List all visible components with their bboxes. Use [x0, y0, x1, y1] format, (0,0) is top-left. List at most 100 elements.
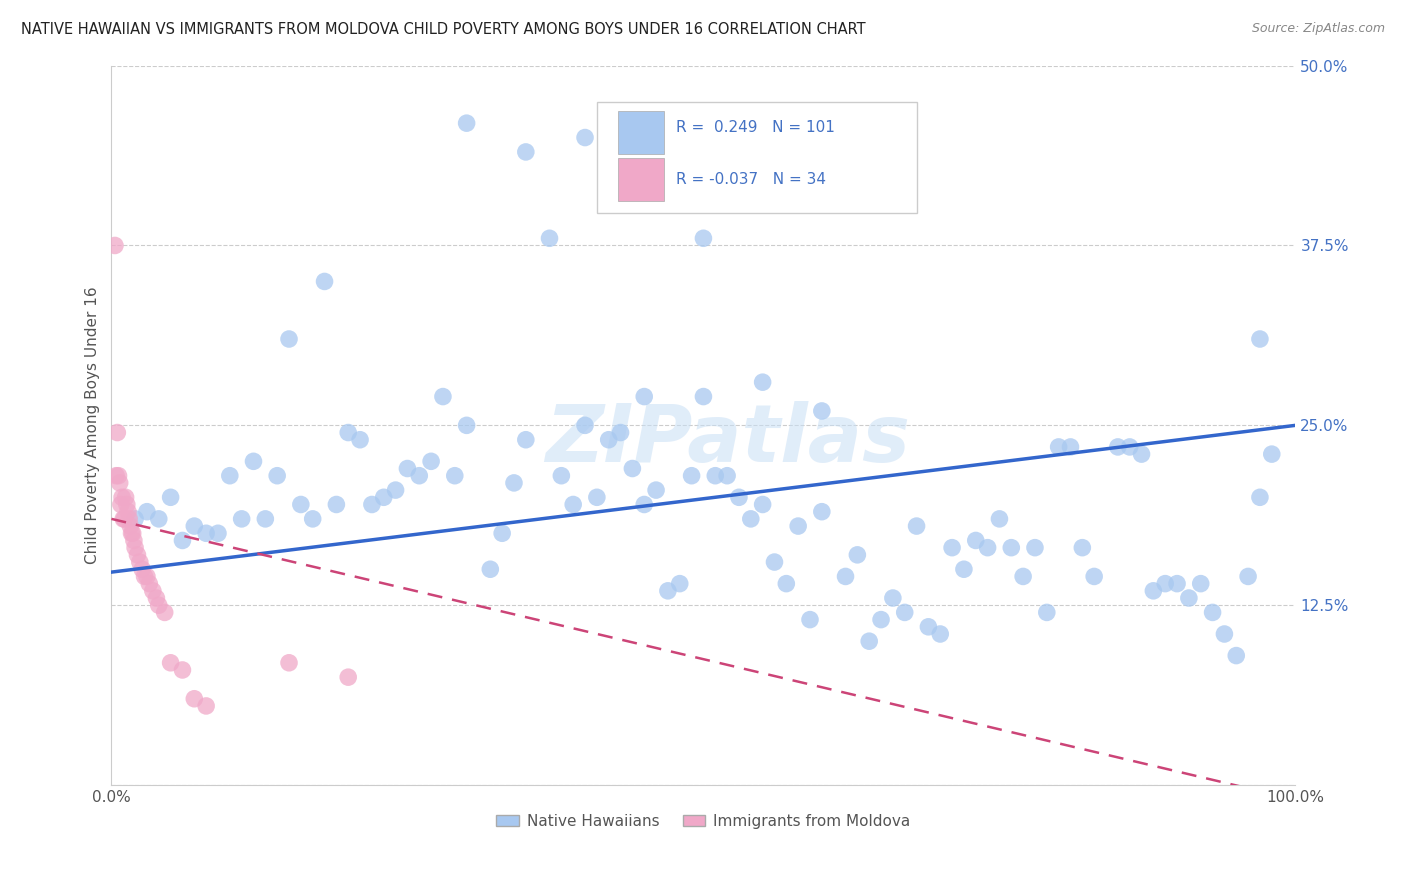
- Point: [728, 491, 751, 505]
- FancyBboxPatch shape: [619, 158, 665, 201]
- Point: [834, 569, 856, 583]
- Point: [538, 231, 561, 245]
- Point: [668, 576, 690, 591]
- Point: [145, 591, 167, 605]
- Point: [1166, 576, 1188, 591]
- Point: [112, 512, 135, 526]
- FancyBboxPatch shape: [598, 102, 917, 213]
- Point: [479, 562, 502, 576]
- Point: [893, 606, 915, 620]
- Point: [775, 576, 797, 591]
- FancyBboxPatch shape: [619, 112, 665, 153]
- Point: [134, 569, 156, 583]
- Point: [751, 375, 773, 389]
- Point: [976, 541, 998, 555]
- Point: [657, 583, 679, 598]
- Point: [337, 670, 360, 684]
- Point: [870, 613, 893, 627]
- Point: [118, 512, 141, 526]
- Point: [692, 390, 714, 404]
- Point: [114, 512, 136, 526]
- Point: [1261, 447, 1284, 461]
- Point: [965, 533, 987, 548]
- Point: [1000, 541, 1022, 555]
- Point: [122, 533, 145, 548]
- Point: [231, 512, 253, 526]
- Point: [117, 505, 139, 519]
- Point: [799, 613, 821, 627]
- Point: [349, 433, 371, 447]
- Legend: Native Hawaiians, Immigrants from Moldova: Native Hawaiians, Immigrants from Moldov…: [491, 808, 917, 835]
- Point: [105, 468, 128, 483]
- Text: NATIVE HAWAIIAN VS IMMIGRANTS FROM MOLDOVA CHILD POVERTY AMONG BOYS UNDER 16 COR: NATIVE HAWAIIAN VS IMMIGRANTS FROM MOLDO…: [21, 22, 866, 37]
- Point: [562, 498, 585, 512]
- Point: [716, 468, 738, 483]
- Point: [503, 475, 526, 490]
- Point: [1118, 440, 1140, 454]
- Point: [172, 533, 194, 548]
- Text: ZIPatlas: ZIPatlas: [544, 401, 910, 479]
- Point: [988, 512, 1011, 526]
- Point: [929, 627, 952, 641]
- Point: [1154, 576, 1177, 591]
- Point: [153, 606, 176, 620]
- Point: [420, 454, 443, 468]
- Point: [598, 433, 620, 447]
- Point: [1130, 447, 1153, 461]
- Point: [138, 576, 160, 591]
- Point: [301, 512, 323, 526]
- Point: [515, 433, 537, 447]
- Point: [633, 498, 655, 512]
- Point: [1213, 627, 1236, 641]
- Point: [195, 698, 218, 713]
- Point: [1249, 332, 1271, 346]
- Point: [917, 620, 939, 634]
- Point: [811, 404, 834, 418]
- Point: [1059, 440, 1081, 454]
- Point: [104, 238, 127, 252]
- Point: [108, 475, 131, 490]
- Point: [1142, 583, 1164, 598]
- Point: [681, 468, 703, 483]
- Point: [621, 461, 644, 475]
- Point: [136, 569, 159, 583]
- Point: [159, 491, 181, 505]
- Point: [1237, 569, 1260, 583]
- Point: [633, 390, 655, 404]
- Point: [128, 555, 150, 569]
- Point: [207, 526, 229, 541]
- Point: [609, 425, 631, 440]
- Point: [456, 116, 478, 130]
- Point: [266, 468, 288, 483]
- Point: [1024, 541, 1046, 555]
- Point: [1012, 569, 1035, 583]
- Point: [408, 468, 430, 483]
- Point: [278, 656, 301, 670]
- Point: [574, 130, 596, 145]
- Point: [114, 491, 136, 505]
- Point: [148, 598, 170, 612]
- Point: [127, 548, 149, 562]
- Point: [131, 562, 153, 576]
- Point: [107, 468, 129, 483]
- Point: [172, 663, 194, 677]
- Point: [574, 418, 596, 433]
- Point: [111, 491, 134, 505]
- Point: [121, 526, 143, 541]
- Point: [1107, 440, 1129, 454]
- Point: [1071, 541, 1094, 555]
- Point: [124, 541, 146, 555]
- Point: [1225, 648, 1247, 663]
- Point: [396, 461, 419, 475]
- Point: [325, 498, 347, 512]
- Point: [941, 541, 963, 555]
- Point: [905, 519, 928, 533]
- Point: [242, 454, 264, 468]
- Point: [124, 512, 146, 526]
- Point: [1189, 576, 1212, 591]
- Point: [115, 498, 138, 512]
- Point: [704, 468, 727, 483]
- Text: Source: ZipAtlas.com: Source: ZipAtlas.com: [1251, 22, 1385, 36]
- Point: [314, 275, 336, 289]
- Point: [550, 468, 572, 483]
